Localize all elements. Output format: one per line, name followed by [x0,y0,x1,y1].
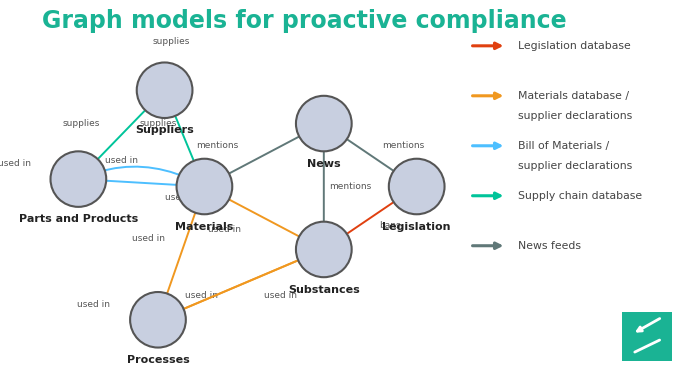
Ellipse shape [130,292,186,348]
Ellipse shape [176,159,232,214]
Text: Parts and Products: Parts and Products [19,214,138,224]
Ellipse shape [389,159,444,214]
Text: used in: used in [77,300,110,309]
Text: supplies: supplies [63,119,100,128]
Text: Legislation database: Legislation database [518,41,631,51]
Text: supplies: supplies [153,37,190,46]
Text: supplies: supplies [139,119,176,128]
Text: used in: used in [132,234,164,243]
Text: Legislation: Legislation [382,222,451,232]
Ellipse shape [296,96,351,151]
Text: used in: used in [264,291,298,300]
Text: used in: used in [208,225,241,233]
Text: supplier declarations: supplier declarations [518,111,632,121]
Text: mentions: mentions [382,141,424,150]
FancyBboxPatch shape [622,312,672,360]
Text: News feeds: News feeds [518,241,581,251]
Text: News: News [307,159,341,169]
Text: Bill of Materials /: Bill of Materials / [518,141,609,151]
Text: used in: used in [164,193,197,202]
Ellipse shape [296,222,351,277]
Text: Materials database /: Materials database / [518,91,629,101]
Text: used in: used in [105,156,138,165]
Ellipse shape [50,151,106,207]
Text: used in: used in [0,159,31,168]
Text: Suppliers: Suppliers [135,125,194,135]
Text: mentions: mentions [197,141,239,150]
Text: supplier declarations: supplier declarations [518,161,632,171]
Text: Substances: Substances [288,285,360,295]
Text: bans: bans [379,221,401,230]
Text: Processes: Processes [127,355,189,365]
Text: Graph models for proactive compliance: Graph models for proactive compliance [42,9,566,33]
Text: Supply chain database: Supply chain database [518,191,643,201]
Text: used in: used in [185,291,218,300]
Ellipse shape [136,62,192,118]
Text: Materials: Materials [175,222,234,232]
Text: mentions: mentions [329,182,372,191]
